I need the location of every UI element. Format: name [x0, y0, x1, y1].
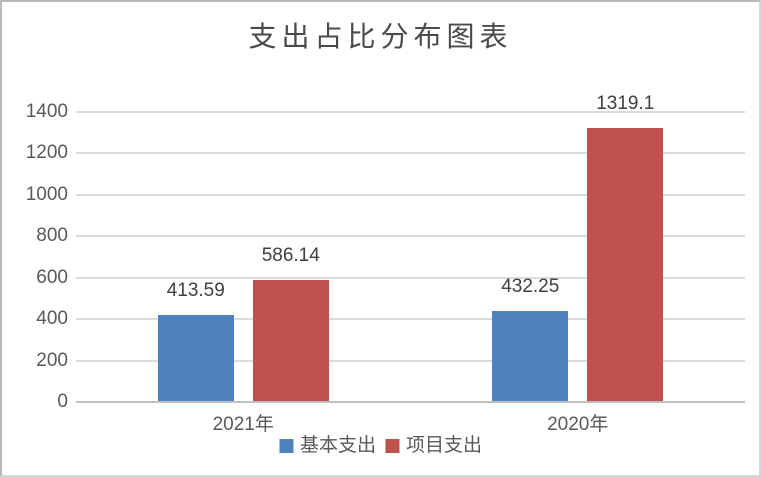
- bar-基本支出-2020年: [492, 311, 569, 401]
- gridline: [76, 318, 745, 321]
- gridline: [76, 276, 745, 279]
- y-axis-tick-label: 800: [36, 225, 68, 247]
- legend-swatch: [385, 439, 399, 453]
- y-axis-tick-label: 400: [36, 308, 68, 330]
- bar-项目支出-2020年: [587, 127, 664, 401]
- x-axis-category-label: 2021年: [212, 414, 274, 435]
- gridline: [76, 235, 745, 238]
- gridline: [76, 193, 745, 196]
- legend-item-基本支出: 基本支出: [278, 435, 376, 457]
- data-label: 432.25: [501, 276, 560, 298]
- x-axis-category-label: 2020年: [547, 414, 609, 435]
- chart-title: 支出占比分布图表: [248, 20, 513, 53]
- y-axis-tick-label: 1400: [25, 101, 68, 122]
- bar-项目支出-2021年: [252, 279, 329, 401]
- y-axis-tick-label: 1200: [25, 142, 68, 164]
- y-axis-tick-label: 1000: [25, 183, 68, 205]
- gridline: [76, 111, 745, 113]
- x-axis-line: [76, 401, 745, 403]
- legend-label: 基本支出: [299, 435, 376, 456]
- data-label: 1319.1: [596, 92, 655, 114]
- gridline: [76, 152, 745, 155]
- legend-swatch: [278, 439, 293, 453]
- legend: 基本支出 项目支出: [278, 435, 482, 457]
- y-axis-tick-label: 600: [36, 266, 68, 288]
- data-label: 586.14: [261, 244, 320, 266]
- y-axis-tick-label: 200: [36, 349, 68, 371]
- legend-item-项目支出: 项目支出: [385, 435, 482, 457]
- data-label: 413.59: [166, 280, 225, 302]
- bar-基本支出-2021年: [157, 315, 234, 401]
- gridline: [76, 359, 745, 362]
- legend-label: 项目支出: [406, 435, 483, 456]
- y-axis-tick-label: 0: [57, 391, 68, 412]
